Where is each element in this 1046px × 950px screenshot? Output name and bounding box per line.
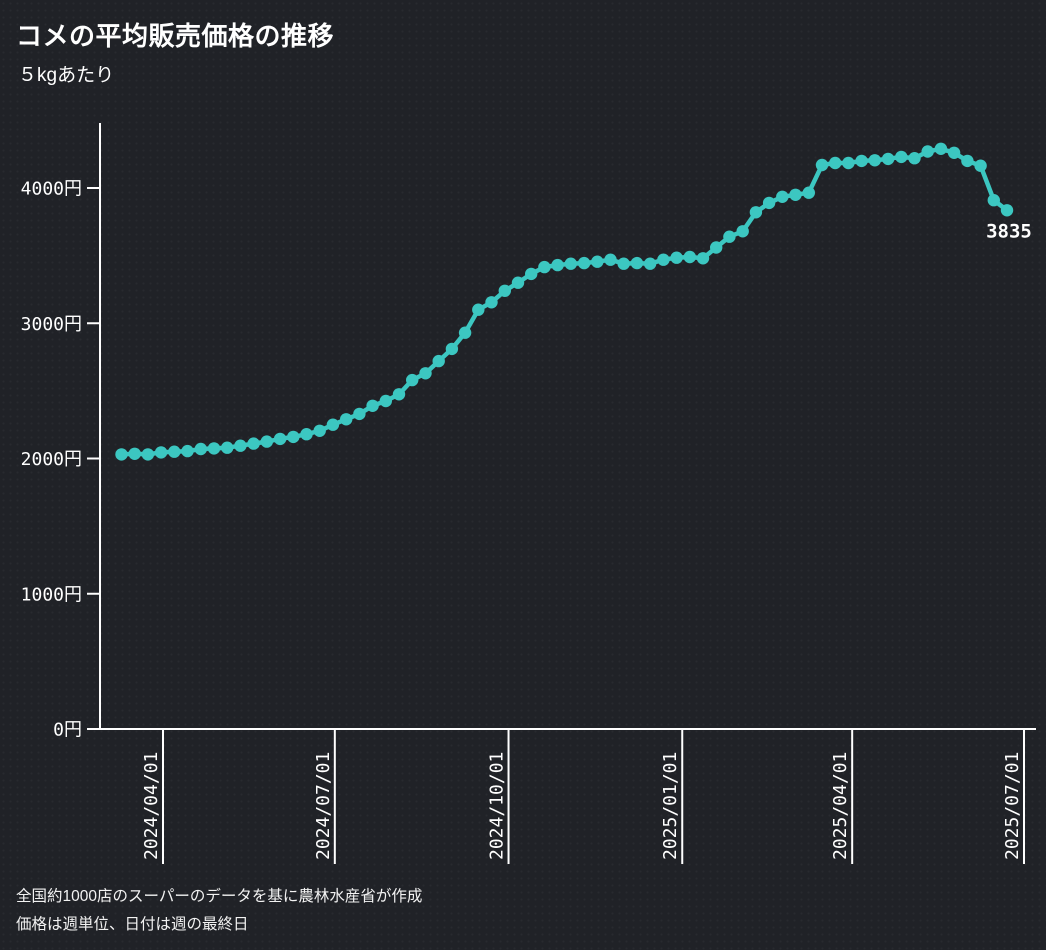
page-title: コメの平均販売価格の推移 — [16, 21, 335, 51]
data-point — [987, 194, 1000, 207]
data-point — [961, 154, 974, 168]
data-point — [855, 154, 868, 168]
data-point — [221, 441, 234, 454]
y-tick-label: 1000円 — [21, 584, 82, 605]
data-point — [485, 296, 498, 309]
price-line — [119, 146, 1010, 457]
x-tick-label: 2025/04/01 — [830, 752, 851, 860]
data-point — [340, 413, 353, 426]
y-tick-label: 2000円 — [21, 449, 82, 470]
data-point — [908, 152, 921, 165]
data-point — [392, 388, 406, 401]
data-point — [921, 145, 934, 158]
data-point — [419, 367, 432, 380]
data-point — [710, 241, 723, 254]
data-point — [511, 276, 525, 289]
data-point — [749, 206, 763, 219]
source-note: 全国約1000店のスーパーのデータを基に農林水産省が作成 価格は週単位、日付は週… — [16, 883, 422, 939]
data-point — [472, 303, 485, 316]
data-point — [353, 407, 366, 421]
data-point — [947, 146, 961, 159]
data-point — [154, 446, 168, 459]
x-tick-label: 2024/07/01 — [313, 752, 334, 860]
data-point — [683, 250, 696, 264]
data-point — [551, 258, 564, 272]
data-point — [194, 442, 207, 456]
chart-subtitle: ５kgあたり — [18, 65, 115, 86]
data-point — [181, 444, 194, 458]
data-point — [287, 430, 300, 444]
data-point — [934, 142, 948, 155]
data-point — [881, 152, 895, 166]
data-point — [802, 186, 815, 199]
data-point — [974, 159, 987, 172]
data-point — [115, 448, 128, 461]
data-point — [300, 428, 313, 441]
y-tick-label: 4000円 — [21, 179, 82, 200]
data-point — [207, 442, 221, 455]
data-point — [591, 255, 604, 268]
data-point — [525, 267, 538, 281]
data-point — [657, 253, 670, 266]
data-point — [577, 256, 591, 270]
data-point — [379, 394, 392, 408]
y-tick-label: 3000円 — [21, 314, 82, 335]
data-point — [762, 196, 776, 210]
data-point — [723, 230, 736, 243]
data-point — [326, 418, 340, 431]
data-point — [128, 447, 141, 460]
data-point — [313, 424, 326, 437]
data-point — [273, 432, 287, 446]
data-point — [247, 437, 260, 450]
data-point — [445, 342, 459, 356]
data-point — [842, 156, 855, 170]
y-tick-label: 0円 — [53, 720, 82, 741]
data-point — [538, 260, 551, 274]
data-point — [234, 439, 247, 452]
data-point — [829, 156, 842, 170]
data-point — [260, 435, 273, 448]
data-point — [696, 252, 710, 265]
data-point — [366, 399, 379, 412]
data-point — [141, 448, 155, 461]
data-point — [432, 354, 445, 368]
data-point — [643, 257, 657, 270]
data-point — [168, 445, 181, 458]
data-point — [630, 256, 644, 270]
x-tick-label: 2025/01/01 — [660, 752, 681, 860]
data-point — [458, 326, 472, 339]
data-point — [406, 373, 419, 387]
x-tick-label: 2024/10/01 — [487, 752, 508, 860]
data-point — [617, 257, 630, 270]
last-value-label: 3835 — [986, 220, 1032, 242]
x-tick-label: 2025/07/01 — [1002, 752, 1023, 860]
data-point — [815, 158, 829, 172]
data-point — [776, 190, 789, 203]
data-point — [604, 253, 617, 266]
data-point — [1000, 204, 1014, 217]
source-note-line2: 価格は週単位、日付は週の最終日 — [16, 916, 249, 933]
x-tick-label: 2024/04/01 — [141, 752, 162, 860]
data-point — [498, 284, 511, 297]
data-point — [868, 154, 881, 167]
data-point — [736, 225, 749, 238]
source-note-line1: 全国約1000店のスーパーのデータを基に農林水産省が作成 — [16, 888, 423, 905]
data-point — [895, 150, 908, 164]
data-point — [670, 251, 683, 264]
data-point — [564, 257, 577, 270]
data-point — [789, 188, 802, 201]
